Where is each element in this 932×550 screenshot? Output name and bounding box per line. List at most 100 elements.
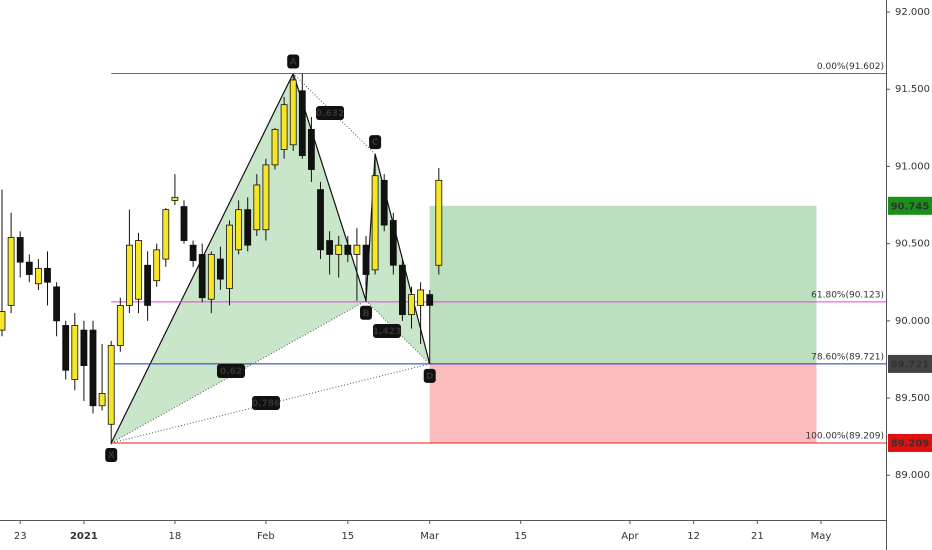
candle-body [89, 329, 97, 407]
x-tick-label: Apr [621, 531, 639, 542]
candle [289, 73, 297, 151]
price-badge [888, 196, 932, 215]
candle-body [153, 249, 161, 282]
candle-body [262, 164, 270, 231]
candle [171, 174, 179, 206]
candle-body [35, 267, 42, 285]
candle [189, 240, 197, 267]
candle [98, 343, 106, 411]
ratio-label: 1.423 [373, 327, 401, 337]
candle [335, 235, 343, 278]
profit-zone [429, 205, 817, 364]
candle [235, 200, 243, 255]
candle [389, 212, 397, 275]
candle [35, 259, 42, 290]
pattern-dotted-line [110, 300, 367, 444]
price-badge [888, 433, 932, 452]
candle-body [317, 189, 324, 251]
point-badge [287, 54, 300, 69]
candle-body [326, 240, 334, 255]
candle-body [0, 311, 6, 331]
x-tick-label: 21 [751, 531, 764, 542]
candle [144, 251, 152, 321]
candle-body [189, 244, 197, 262]
candle [135, 232, 142, 314]
candle [326, 231, 334, 275]
candle [71, 313, 79, 391]
candle [16, 231, 24, 278]
candle-body [371, 175, 379, 271]
candle [271, 127, 279, 170]
candle-body [362, 244, 370, 275]
candle-body [144, 264, 152, 306]
point-badge [423, 368, 436, 383]
candle [426, 289, 434, 365]
candle-body [344, 244, 352, 255]
fib-label: 0.00%(91.602) [817, 62, 884, 72]
candle-body [399, 264, 406, 316]
candle-body [298, 90, 306, 157]
candle-body [435, 179, 443, 266]
candle-body [98, 392, 106, 407]
candle-body [417, 289, 425, 306]
candle-body [289, 79, 297, 146]
pattern-dotted-line [111, 363, 430, 444]
price-badge-label: 89.721 [891, 359, 930, 370]
candle [417, 282, 425, 344]
price-badge-label: 90.745 [891, 201, 930, 212]
candle-body [353, 244, 361, 255]
x-tick-label: 15 [514, 531, 527, 542]
point-label: X [108, 451, 115, 461]
candle-body [380, 179, 388, 226]
candle [344, 235, 352, 263]
axis-panel [886, 0, 932, 550]
point-badge [360, 305, 373, 320]
candle [116, 297, 124, 352]
point-label: C [372, 138, 379, 148]
ratio-badge [252, 396, 280, 410]
x-tick-label: 2021 [70, 531, 98, 542]
candle [107, 340, 115, 445]
candle-body [162, 209, 170, 260]
ratio-label: 0.786 [252, 399, 280, 409]
candle-body [16, 237, 24, 263]
candle [244, 197, 252, 252]
x-tick-label: 12 [687, 531, 700, 542]
candle [262, 158, 270, 241]
y-tick-label: 89.000 [895, 470, 930, 481]
candle [408, 286, 415, 329]
candle-body [235, 209, 243, 251]
candle-body [62, 325, 70, 371]
candle [371, 154, 379, 275]
candle [253, 174, 261, 236]
candle [153, 243, 161, 287]
candle-body [7, 237, 15, 306]
candle-body [271, 128, 279, 166]
candle-body [389, 220, 397, 266]
point-label: A [290, 57, 297, 67]
candle [217, 246, 224, 290]
candle [89, 320, 97, 414]
candle-body [217, 258, 224, 280]
candle-body [53, 286, 61, 322]
candle-body [44, 267, 51, 283]
candle-body [135, 240, 142, 300]
fib-label: 78.60%(89.721) [811, 352, 884, 362]
candle [180, 200, 188, 244]
candle [7, 212, 15, 314]
candle-body [253, 184, 261, 231]
x-tick-label: Feb [257, 531, 275, 542]
candle [226, 220, 233, 306]
candle-body [107, 345, 115, 425]
candle [207, 251, 215, 314]
point-badge [369, 135, 382, 150]
candle-body [80, 329, 88, 367]
candle [126, 209, 133, 314]
candle-body [244, 209, 252, 246]
candle [353, 228, 361, 301]
x-tick-label: 23 [14, 531, 27, 542]
candle [317, 181, 324, 260]
axis-panel [0, 520, 886, 550]
y-tick-label: 91.000 [895, 161, 930, 172]
